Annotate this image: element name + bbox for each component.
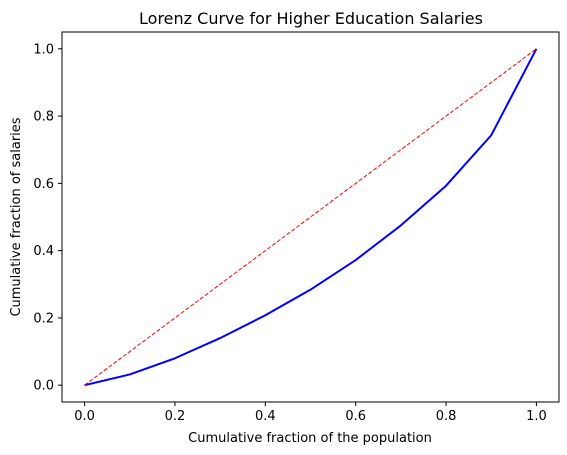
y-axis-label: Cumulative fraction of salaries xyxy=(9,117,24,316)
x-tick-label: 0.8 xyxy=(436,409,457,424)
y-tick-label: 0.2 xyxy=(33,311,54,326)
y-axis: 0.0 0.2 0.4 0.6 0.8 1.0 xyxy=(33,42,62,394)
y-tick-label: 0.4 xyxy=(33,244,54,259)
series-layer xyxy=(84,48,538,387)
y-tick-label: 1.0 xyxy=(33,42,54,57)
x-tick-label: 0.6 xyxy=(345,409,366,424)
chart-title: Lorenz Curve for Higher Education Salari… xyxy=(139,9,483,28)
x-tick-label: 0.0 xyxy=(74,409,95,424)
x-axis-label: Cumulative fraction of the population xyxy=(188,431,432,446)
y-tick-label: 0.6 xyxy=(33,177,54,192)
y-tick-label: 0.0 xyxy=(33,379,54,394)
plot-frame xyxy=(61,31,560,403)
x-tick-label: 0.2 xyxy=(165,409,186,424)
x-axis: 0.0 0.2 0.4 0.6 0.8 1.0 xyxy=(74,402,547,424)
lorenz-curve-line xyxy=(84,48,538,387)
x-tick-label: 0.4 xyxy=(255,409,276,424)
equality-line xyxy=(84,48,537,386)
x-tick-label: 1.0 xyxy=(526,409,547,424)
y-tick-label: 0.8 xyxy=(33,110,54,125)
